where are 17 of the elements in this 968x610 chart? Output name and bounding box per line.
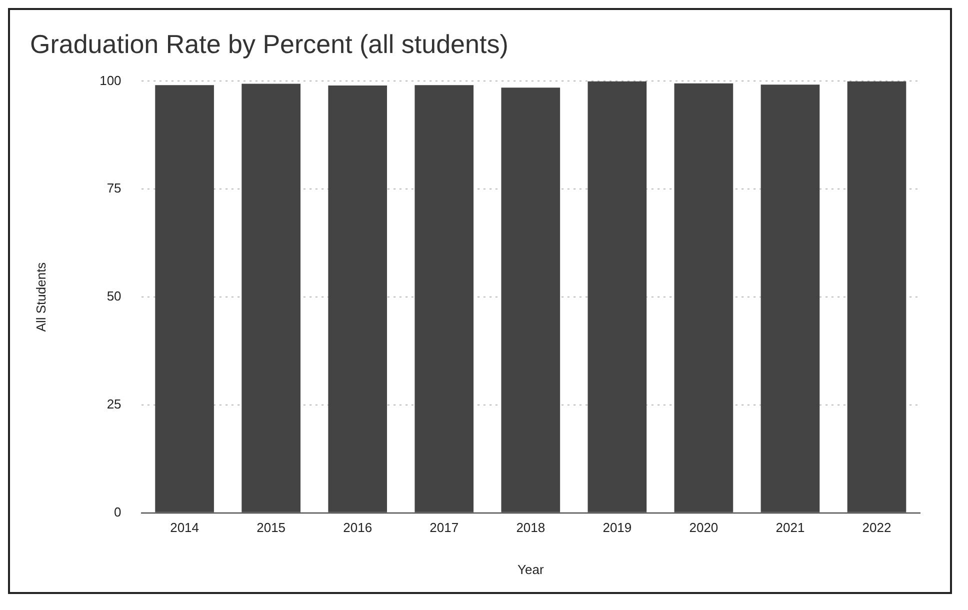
x-tick-label: 2015 bbox=[256, 520, 286, 536]
x-tick-label: 2016 bbox=[343, 520, 372, 536]
x-tick-label: 2018 bbox=[516, 520, 546, 536]
y-tick-label: 0 bbox=[114, 504, 122, 520]
x-tick-label: 2022 bbox=[862, 520, 892, 536]
x-tick-label: 2019 bbox=[602, 520, 632, 536]
x-tick-label: 2021 bbox=[776, 520, 805, 536]
x-tick-label: 2014 bbox=[170, 520, 200, 536]
y-tick-label: 25 bbox=[106, 396, 122, 412]
y-tick-label: 50 bbox=[106, 288, 122, 304]
x-axis-title: Year bbox=[518, 562, 544, 577]
x-tick-label: 2017 bbox=[430, 520, 459, 536]
y-tick-label: 75 bbox=[106, 180, 122, 196]
x-tick-label: 2020 bbox=[689, 520, 718, 536]
y-tick-label: 100 bbox=[100, 72, 122, 88]
y-axis-title: All Students bbox=[33, 262, 48, 332]
chart-title: Graduation Rate by Percent (all students) bbox=[30, 28, 508, 59]
